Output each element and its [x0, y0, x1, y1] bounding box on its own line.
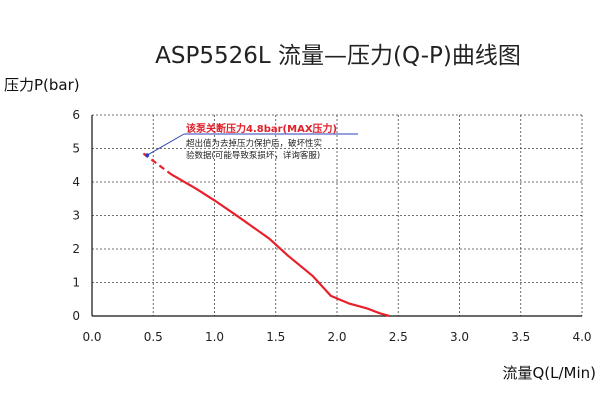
- annotation-title: 该泵关断压力4.8bar(MAX压力): [186, 122, 337, 135]
- y-tick-label: 4: [72, 175, 80, 189]
- x-tick-label: 4.0: [572, 330, 591, 344]
- y-tick-label: 3: [72, 209, 80, 223]
- chart-title: ASP5526L 流量—压力(Q-P)曲线图: [155, 43, 521, 69]
- y-tick-label: 5: [72, 142, 80, 156]
- series-line-dashed: [142, 152, 173, 176]
- x-tick-label: 1.5: [266, 330, 285, 344]
- annotation-note-line: 超出值为去掉压力保护后，破坏性实: [186, 138, 322, 149]
- x-tick-label: 3.5: [511, 330, 530, 344]
- annotation: 该泵关断压力4.8bar(MAX压力) 超出值为去掉压力保护后，破坏性实验数据(可…: [145, 122, 358, 161]
- x-tick-label: 3.0: [450, 330, 469, 344]
- y-tick-label: 0: [72, 309, 80, 323]
- y-axis-title: 压力P(bar): [4, 76, 80, 94]
- x-axis-title: 流量Q(L/Min): [502, 364, 596, 382]
- x-tick-label: 1.0: [205, 330, 224, 344]
- grid: [92, 114, 583, 316]
- x-tick-label: 2.5: [389, 330, 408, 344]
- y-tick-label: 2: [72, 242, 80, 256]
- y-tick-label: 1: [72, 276, 80, 290]
- x-tick-label: 2.0: [327, 330, 346, 344]
- series-line: [171, 173, 390, 318]
- annotation-note-line: 验数据(可能导致泵损坏，详询客服): [186, 150, 320, 161]
- tick-labels: 0.0 0.5 1.0 1.5 2.0 2.5 3.0 3.5 4.0 0 1 2 3 4 5 6: [72, 108, 591, 344]
- series-layer: [142, 152, 390, 318]
- annotation-point: [145, 153, 150, 158]
- y-tick-label: 6: [72, 108, 80, 122]
- x-tick-label: 0.0: [82, 330, 101, 344]
- x-tick-label: 0.5: [144, 330, 163, 344]
- axes: [91, 115, 582, 317]
- annotation-leader-line: [146, 133, 185, 156]
